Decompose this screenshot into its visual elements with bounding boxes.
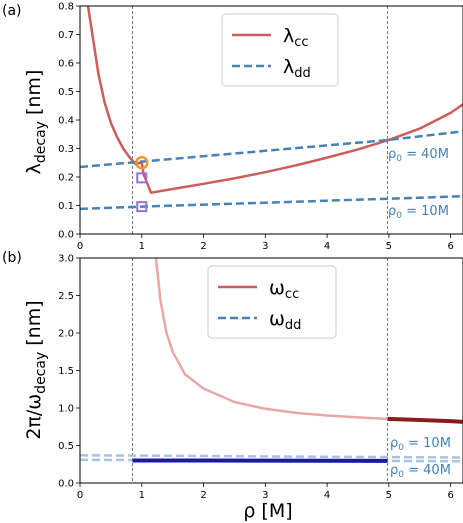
- panel-a-marker-1: [136, 172, 148, 184]
- panel-b-ytick-label-4: 2.0: [58, 329, 74, 340]
- panel-b-ylabel: 2π/ωdecay [nm]: [23, 300, 49, 439]
- panel-a-xtick-label-5: 5: [386, 241, 392, 252]
- panel-b-xticks: 0 1 2 3 4 5 6: [77, 483, 454, 501]
- panel-a-series-group: [80, 6, 463, 234]
- panel-a-xtick-label-4: 4: [324, 241, 330, 252]
- panel-a-xtick-label-6: 6: [447, 241, 453, 252]
- panel-b: (b) 0 1 2 3 4 5 6 0.0 0.5 1.0 1.5 2.0 2.5 3.0 2π/ωde…: [2, 250, 463, 522]
- panel-b-xtick-label-0: 0: [77, 490, 83, 501]
- panel-a-ytick-label-8: 0.8: [58, 2, 74, 13]
- panel-b-annotation-40m: ρ0 = 40M: [390, 463, 451, 480]
- panel-a-plot-area: [80, 6, 463, 234]
- panel-a-marker-2: [136, 201, 148, 213]
- panel-b-ylabel-main: 2π/ω: [23, 394, 45, 440]
- panel-a-ytick-label-5: 0.5: [58, 87, 74, 98]
- panel-a-ytick-label-6: 0.6: [58, 59, 74, 70]
- panel-b-series-group: [80, 258, 463, 483]
- panel-b-xlabel: ρ [M]: [243, 500, 292, 522]
- panel-a-xtick-label-2: 2: [200, 241, 206, 252]
- panel-a-marker-0: [135, 156, 149, 170]
- panel-a-ylabel-unit: [nm]: [23, 70, 45, 121]
- panel-b-legend: ωcc ωdd: [207, 265, 337, 339]
- panel-a-ytick-label-3: 0.3: [58, 144, 74, 155]
- panel-b-xtick-label-2: 2: [200, 490, 206, 501]
- panel-a-ytick-label-2: 0.2: [58, 173, 74, 184]
- panel-a-series-0: [86, 6, 463, 194]
- panel-b-ytick-label-5: 2.5: [58, 291, 74, 302]
- panel-a-annotation-40m: ρ0 = 40M: [388, 147, 449, 164]
- panel-a-legend-box: [221, 13, 339, 87]
- panel-b-xtick-label-3: 3: [262, 490, 268, 501]
- panel-a-ytick-label-7: 0.7: [58, 30, 74, 41]
- panel-a-xtick-label-3: 3: [262, 241, 268, 252]
- panel-b-xtick-label-1: 1: [139, 490, 145, 501]
- panel-a-legend: λcc λdd: [221, 13, 339, 87]
- panel-b-xtick-label-6: 6: [447, 490, 453, 501]
- panel-a-series-2: [80, 194, 463, 211]
- panel-b-annotation-10m: ρ0 = 10M: [390, 436, 451, 453]
- panel-b-series-2: [80, 454, 463, 459]
- panel-b-plot-area: [80, 258, 463, 483]
- panel-b-ytick-label-0: 0.0: [58, 479, 74, 490]
- panel-b-series-0: [154, 258, 388, 421]
- panel-b-ylabel-unit: [nm]: [23, 300, 45, 351]
- panel-a-label: (a): [2, 3, 22, 19]
- panel-a-ytick-label-0: 0.0: [58, 230, 74, 241]
- panel-b-legend-box: [207, 265, 337, 339]
- panel-a-yticks: 0.0 0.1 0.2 0.3 0.4 0.5 0.6 0.7 0.8: [58, 2, 80, 241]
- panel-a-xtick-label-0: 0: [77, 241, 83, 252]
- panel-b-ytick-label-6: 3.0: [58, 254, 74, 265]
- panel-a-xticks: 0 1 2 3 4 5 6: [77, 234, 454, 252]
- panel-b-ylabel-sub: decay: [33, 352, 49, 394]
- panel-a-series-1: [80, 130, 463, 169]
- panel-b-ytick-label-3: 1.5: [58, 366, 74, 377]
- panel-b-ytick-label-2: 1.0: [58, 404, 74, 415]
- panel-a-xtick-label-1: 1: [139, 241, 145, 252]
- panel-b-xtick-label-4: 4: [324, 490, 330, 501]
- panel-a-annotation-10m: ρ0 = 10M: [388, 204, 449, 221]
- panel-b-xtick-label-5: 5: [386, 490, 392, 501]
- panel-a-ylabel: λdecay [nm]: [23, 70, 49, 175]
- panel-b-yticks: 0.0 0.5 1.0 1.5 2.0 2.5 3.0: [58, 254, 80, 490]
- panel-b-label: (b): [2, 250, 22, 266]
- panel-b-series-1: [387, 416, 463, 424]
- panel-a-ylabel-sub: decay: [33, 121, 49, 163]
- panel-a-ytick-label-4: 0.4: [58, 116, 74, 127]
- panel-b-ytick-label-1: 0.5: [58, 441, 74, 452]
- panel-a-ylabel-main: λ: [23, 163, 45, 174]
- panel-a-ytick-label-1: 0.1: [58, 201, 74, 212]
